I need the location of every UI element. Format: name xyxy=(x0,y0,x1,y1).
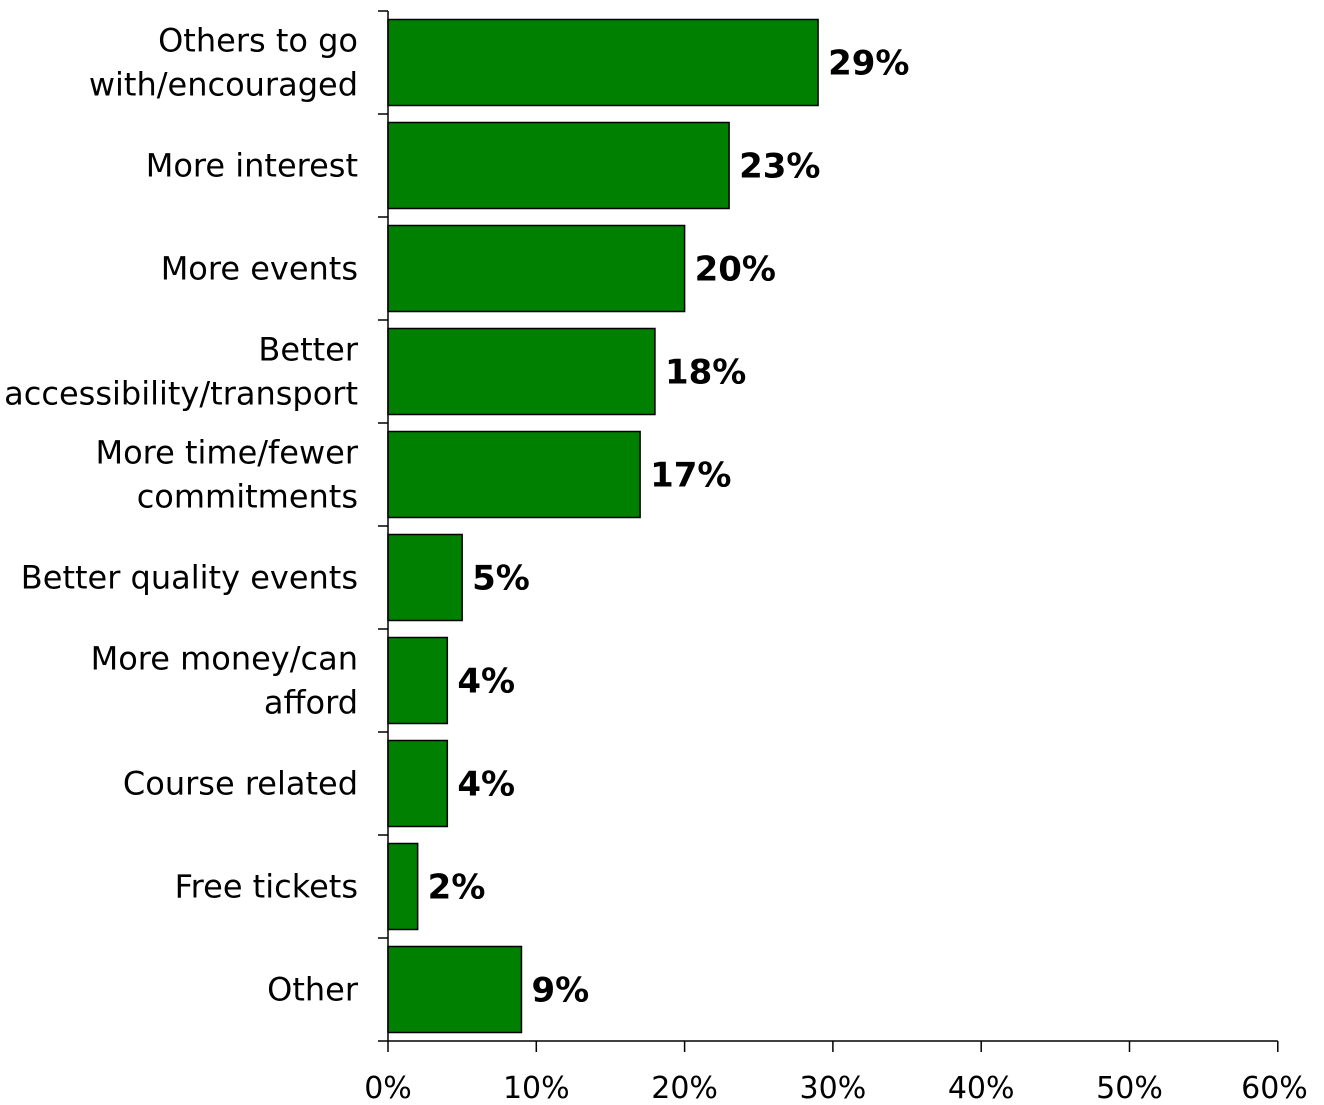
x-tick-label: 40% xyxy=(948,1071,1015,1105)
bar xyxy=(387,533,463,622)
bar xyxy=(387,18,819,107)
x-tick-label: 10% xyxy=(503,1071,570,1105)
category-label: with/encouraged xyxy=(89,66,358,104)
category-label: Better xyxy=(258,331,358,369)
data-label: 5% xyxy=(472,559,530,599)
data-label: 2% xyxy=(428,868,486,908)
category-label: accessibility/transport xyxy=(4,375,358,413)
data-label: 18% xyxy=(665,353,746,393)
bar xyxy=(387,739,449,828)
x-tick-label: 0% xyxy=(364,1071,412,1105)
data-label: 20% xyxy=(695,250,776,290)
category-label: Better quality events xyxy=(21,559,358,597)
data-label: 23% xyxy=(739,147,820,187)
x-tick-label: 30% xyxy=(800,1071,867,1105)
x-tick-label: 50% xyxy=(1096,1071,1163,1105)
bar xyxy=(387,224,686,313)
category-label: More money/can xyxy=(91,640,358,678)
x-tick-label: 20% xyxy=(651,1071,718,1105)
bar xyxy=(387,121,730,210)
category-label: More events xyxy=(161,250,358,288)
data-label: 4% xyxy=(457,765,515,805)
category-label: Course related xyxy=(123,765,358,803)
category-label: afford xyxy=(264,684,358,722)
bar xyxy=(387,636,449,725)
category-label: Free tickets xyxy=(175,868,358,906)
data-label: 17% xyxy=(650,456,731,496)
category-label: commitments xyxy=(137,478,358,516)
bar xyxy=(387,945,523,1034)
bar xyxy=(387,842,419,931)
bar xyxy=(387,327,656,416)
data-label: 9% xyxy=(531,971,589,1011)
category-label: More interest xyxy=(146,147,358,185)
category-label: Others to go xyxy=(158,22,358,60)
category-label: Other xyxy=(267,971,359,1009)
bar xyxy=(387,430,641,519)
data-label: 29% xyxy=(828,44,909,84)
category-label: More time/fewer xyxy=(95,434,358,472)
data-label: 4% xyxy=(457,662,515,702)
x-tick-label: 60% xyxy=(1241,1071,1308,1105)
